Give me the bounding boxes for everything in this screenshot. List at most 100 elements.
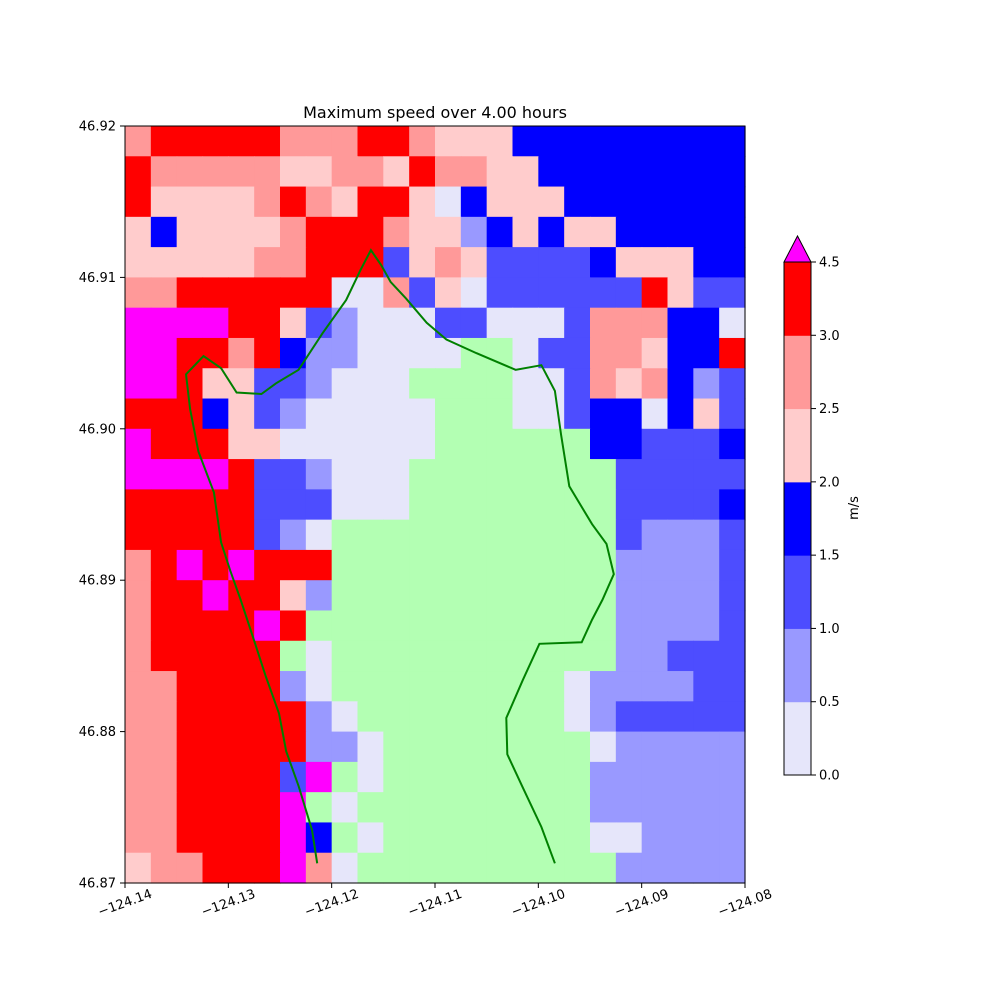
heatmap-cell: [460, 549, 488, 581]
heatmap-cell: [305, 398, 333, 430]
heatmap-cell: [176, 186, 204, 218]
heatmap-cell: [460, 580, 488, 612]
heatmap-cell: [641, 519, 669, 551]
colorbar-tick-label: 4.5: [819, 256, 840, 271]
heatmap-cell: [409, 277, 436, 309]
colorbar: 0.0 0.5 1.0 1.5 2.0 2.5 3.0 4.5 m/s: [783, 234, 862, 784]
heatmap-cell: [538, 216, 565, 248]
heatmap-cell: [150, 156, 178, 188]
heatmap-cell: [615, 822, 643, 854]
heatmap-cell: [176, 307, 204, 339]
heatmap-cell: [357, 701, 384, 733]
heatmap-cell: [486, 580, 514, 612]
heatmap-cell: [719, 761, 746, 793]
heatmap-cell: [615, 671, 643, 702]
heatmap-cell: [254, 428, 281, 460]
heatmap-cell: [409, 337, 436, 369]
heatmap-cell: [383, 731, 410, 763]
heatmap-cell: [486, 549, 514, 581]
heatmap-cell: [331, 489, 359, 521]
heatmap-cell: [435, 549, 462, 581]
heatmap-cell: [564, 368, 591, 400]
heatmap-cell: [564, 307, 591, 339]
heatmap-cell: [719, 337, 746, 369]
heatmap-cell: [564, 580, 591, 612]
heatmap-cell: [719, 549, 746, 581]
heatmap-cell: [409, 671, 436, 702]
heatmap-cell: [280, 216, 307, 248]
heatmap-cell: [357, 731, 384, 763]
heatmap-cell: [280, 459, 307, 490]
heatmap-cell: [150, 671, 178, 702]
heatmap-cell: [383, 671, 410, 702]
heatmap-cell: [254, 126, 281, 157]
heatmap-cell: [486, 186, 514, 218]
heatmap-cell: [590, 822, 617, 854]
heatmap-cell: [280, 549, 307, 581]
heatmap-cell: [125, 398, 152, 430]
heatmap-cell: [383, 640, 410, 672]
heatmap-cell: [409, 186, 436, 218]
heatmap-cell: [538, 277, 565, 309]
heatmap-cell: [486, 701, 514, 733]
heatmap-cell: [305, 519, 333, 551]
heatmap-cell: [176, 822, 204, 854]
heatmap-cell: [693, 610, 720, 642]
heatmap-cell: [693, 701, 720, 733]
heatmap-cell: [409, 126, 436, 157]
heatmap-cell: [615, 761, 643, 793]
heatmap-cell: [409, 549, 436, 581]
heatmap-cell: [150, 428, 178, 460]
heatmap-cell: [331, 701, 359, 733]
heatmap-cell: [641, 549, 669, 581]
heatmap-cell: [176, 640, 204, 672]
heatmap-cell: [615, 247, 643, 278]
heatmap-cell: [435, 247, 462, 278]
colorbar-segment: [784, 555, 811, 629]
heatmap-cell: [564, 701, 591, 733]
chart-title: Maximum speed over 4.00 hours: [303, 103, 567, 122]
heatmap-cell: [641, 671, 669, 702]
heatmap-cell: [538, 489, 565, 521]
heatmap-cell: [641, 247, 669, 278]
heatmap-cell: [693, 489, 720, 521]
heatmap-cell: [590, 701, 617, 733]
heatmap-cell: [435, 822, 462, 854]
heatmap-cell: [331, 822, 359, 854]
heatmap-cell: [719, 459, 746, 490]
heatmap-cell: [486, 519, 514, 551]
heatmap-cell: [254, 671, 281, 702]
heatmap-cell: [228, 156, 255, 188]
heatmap-cell: [615, 186, 643, 218]
heatmap-cell: [357, 640, 384, 672]
heatmap-cell: [331, 731, 359, 763]
heatmap-cell: [305, 459, 333, 490]
heatmap-cell: [202, 792, 229, 824]
heatmap-cell: [719, 186, 746, 218]
heatmap-cell: [435, 156, 462, 188]
heatmap-cell: [564, 761, 591, 793]
heatmap-cell: [435, 489, 462, 521]
heatmap-cell: [590, 247, 617, 278]
heatmap-cell: [564, 156, 591, 188]
heatmap-cell: [641, 428, 669, 460]
heatmap-cell: [693, 852, 720, 884]
heatmap-cell: [305, 368, 333, 400]
heatmap-cell: [383, 156, 410, 188]
heatmap-cell: [150, 792, 178, 824]
colorbar-segment: [784, 481, 811, 556]
heatmap-cell: [357, 277, 384, 309]
heatmap-cell: [150, 519, 178, 551]
heatmap-cell: [409, 368, 436, 400]
heatmap-cell: [460, 852, 488, 884]
heatmap-cell: [228, 398, 255, 430]
heatmap-cell: [564, 549, 591, 581]
heatmap-cell: [719, 307, 746, 339]
heatmap-cell: [331, 549, 359, 581]
colorbar-segment: [784, 262, 811, 336]
heatmap-cell: [435, 731, 462, 763]
heatmap-cell: [486, 459, 514, 490]
heatmap-cell: [409, 580, 436, 612]
heatmap-cell: [460, 398, 488, 430]
